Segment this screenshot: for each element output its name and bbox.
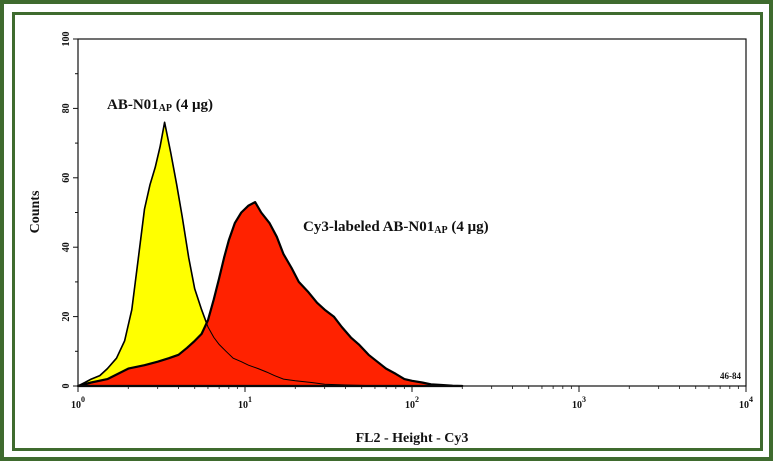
y-tick-label-60: 60: [61, 173, 72, 183]
corner-label: 46-84: [720, 371, 741, 381]
annotation-series-2: Cy3-labeled AB-N01AP (4 μg): [303, 219, 489, 236]
inner-frame: 0 20 40 60 80 100 100 101 102 103 104 Counts FL2 -…: [12, 12, 763, 451]
x-tick-label-1000: 103: [572, 395, 586, 411]
y-tick-label-40: 40: [61, 242, 72, 252]
x-tick-label-100: 102: [405, 395, 419, 411]
x-axis-title: FL2 - Height - Cy3: [356, 431, 469, 446]
y-tick-label-100: 100: [61, 32, 72, 47]
y-tick-label-20: 20: [61, 312, 72, 322]
histogram-series-2: [76, 201, 464, 388]
y-tick-label-80: 80: [61, 103, 72, 113]
y-tick-label-0: 0: [61, 384, 72, 389]
x-tick-label-10000: 104: [739, 395, 753, 411]
histogram-chart: 0 20 40 60 80 100 100 101 102 103 104 Counts FL2 -…: [28, 32, 753, 447]
histogram-series-1-outline: [77, 122, 463, 387]
x-tick-label-10: 101: [238, 395, 252, 411]
annotation-series-1: AB-N01AP (4 μg): [107, 97, 213, 114]
y-axis-title: Counts: [28, 190, 43, 233]
x-tick-label-1: 100: [71, 395, 85, 411]
